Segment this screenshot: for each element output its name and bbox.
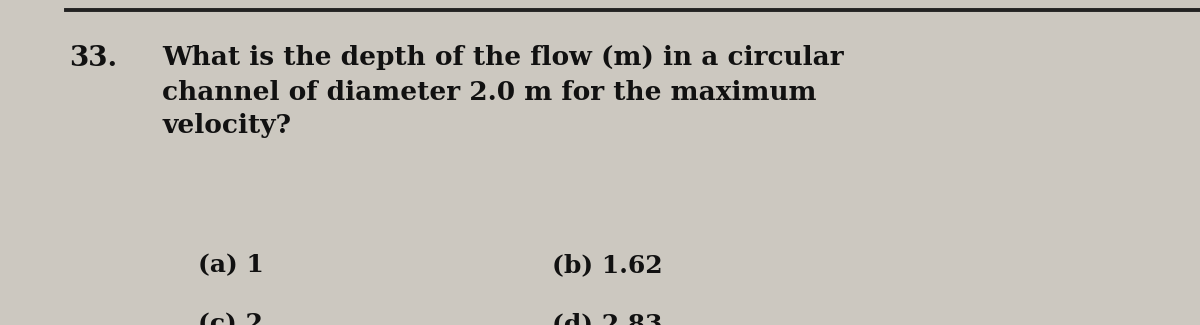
Text: (d) 2.83: (d) 2.83 <box>552 312 662 325</box>
Text: (a) 1: (a) 1 <box>198 254 264 278</box>
Text: (c) 2: (c) 2 <box>198 312 263 325</box>
Text: 33.: 33. <box>70 46 118 72</box>
Text: (b) 1.62: (b) 1.62 <box>552 254 662 278</box>
Text: What is the depth of the flow (m) in a circular
channel of diameter 2.0 m for th: What is the depth of the flow (m) in a c… <box>162 46 844 138</box>
